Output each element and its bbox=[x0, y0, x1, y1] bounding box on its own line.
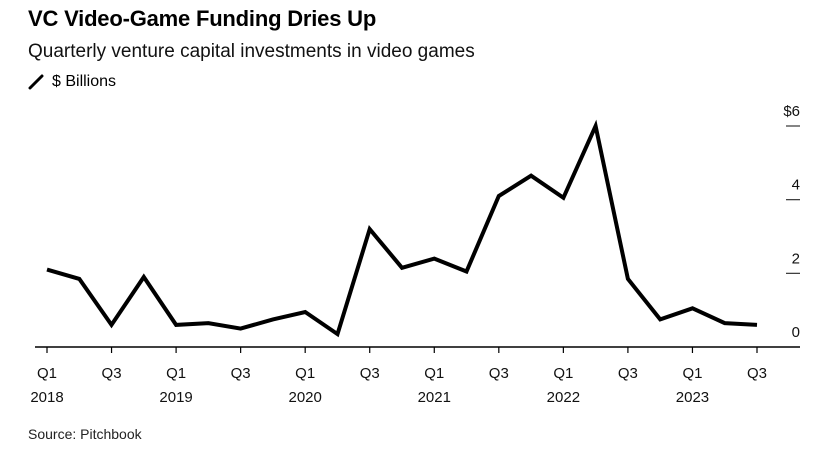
x-tick-label-quarter: Q1 bbox=[553, 365, 573, 382]
y-tick-label: 0 bbox=[792, 324, 800, 341]
x-tick-label-quarter: Q3 bbox=[618, 365, 638, 382]
chart-title: VC Video-Game Funding Dries Up bbox=[28, 6, 377, 31]
legend-label: $ Billions bbox=[52, 73, 117, 90]
x-tick-label-year: 2023 bbox=[676, 389, 709, 406]
x-tick-label-year: 2020 bbox=[288, 389, 321, 406]
x-tick-label-quarter: Q1 bbox=[295, 365, 315, 382]
x-tick-label-quarter: Q1 bbox=[166, 365, 186, 382]
x-tick-label-year: 2019 bbox=[159, 389, 192, 406]
x-tick-label-quarter: Q3 bbox=[360, 365, 380, 382]
legend-line-swatch bbox=[28, 74, 44, 90]
source-note: Source: Pitchbook bbox=[28, 426, 142, 442]
y-tick-label: 2 bbox=[792, 250, 800, 267]
x-tick-label-quarter: Q3 bbox=[231, 365, 251, 382]
x-tick-label-quarter: Q3 bbox=[102, 365, 122, 382]
x-tick-label-quarter: Q1 bbox=[424, 365, 444, 382]
x-tick-label-quarter: Q1 bbox=[682, 365, 702, 382]
y-tick-label: 4 bbox=[792, 177, 800, 194]
y-tick-label: $6 bbox=[783, 103, 800, 120]
x-tick-label-year: 2021 bbox=[418, 389, 451, 406]
chart-subtitle: Quarterly venture capital investments in… bbox=[28, 41, 475, 62]
x-tick-label-year: 2022 bbox=[547, 389, 580, 406]
x-tick-label-quarter: Q1 bbox=[37, 365, 57, 382]
x-tick-label-quarter: Q3 bbox=[747, 365, 767, 382]
x-tick-label-year: 2018 bbox=[30, 389, 63, 406]
legend: $ Billions bbox=[28, 73, 116, 91]
x-tick-label-quarter: Q3 bbox=[489, 365, 509, 382]
series-line bbox=[46, 119, 758, 338]
